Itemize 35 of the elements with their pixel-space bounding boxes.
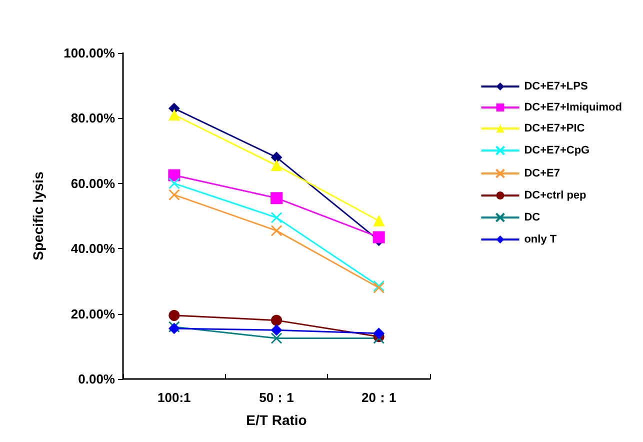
x-tick-label: 100:1 bbox=[158, 390, 191, 405]
point bbox=[270, 224, 282, 236]
point bbox=[271, 324, 282, 336]
point bbox=[271, 152, 282, 163]
point bbox=[270, 332, 282, 344]
legend-label: DC bbox=[524, 212, 540, 224]
legend-label: DC+E7+Imiquimod bbox=[524, 102, 622, 114]
y-tick-label: 20.00% bbox=[70, 306, 116, 322]
legend-label: only T bbox=[524, 234, 557, 246]
point bbox=[373, 215, 384, 226]
point bbox=[168, 178, 180, 190]
point bbox=[271, 160, 282, 171]
legend-label: DC+E7 bbox=[524, 168, 560, 180]
y-tick-label: 80.00% bbox=[70, 110, 116, 126]
point bbox=[270, 192, 282, 204]
legend-label: DC+ctrl pep bbox=[524, 190, 587, 202]
y-axis-title: Specific lysis bbox=[30, 171, 46, 260]
legend-label: DC+E7+PIC bbox=[524, 122, 585, 134]
point bbox=[271, 314, 282, 326]
x-axis-title: E/T Ratio bbox=[246, 412, 307, 428]
y-tick-label: 60.00% bbox=[70, 176, 116, 191]
point bbox=[168, 189, 180, 201]
point bbox=[270, 212, 282, 224]
point bbox=[168, 109, 180, 120]
point bbox=[168, 310, 180, 321]
point bbox=[168, 169, 180, 182]
y-tick-label: 0.00% bbox=[78, 372, 116, 386]
point bbox=[372, 231, 385, 244]
legend-label: DC+E7+CpG bbox=[524, 144, 590, 156]
legend-label: DC+E7+LPS bbox=[524, 80, 588, 92]
point bbox=[373, 328, 384, 339]
x-tick-label: 20：1 bbox=[361, 390, 396, 405]
y-tick-label: 100.00% bbox=[64, 46, 116, 60]
y-tick-label: 40.00% bbox=[70, 241, 116, 256]
x-tick-label: 50：1 bbox=[259, 390, 294, 405]
